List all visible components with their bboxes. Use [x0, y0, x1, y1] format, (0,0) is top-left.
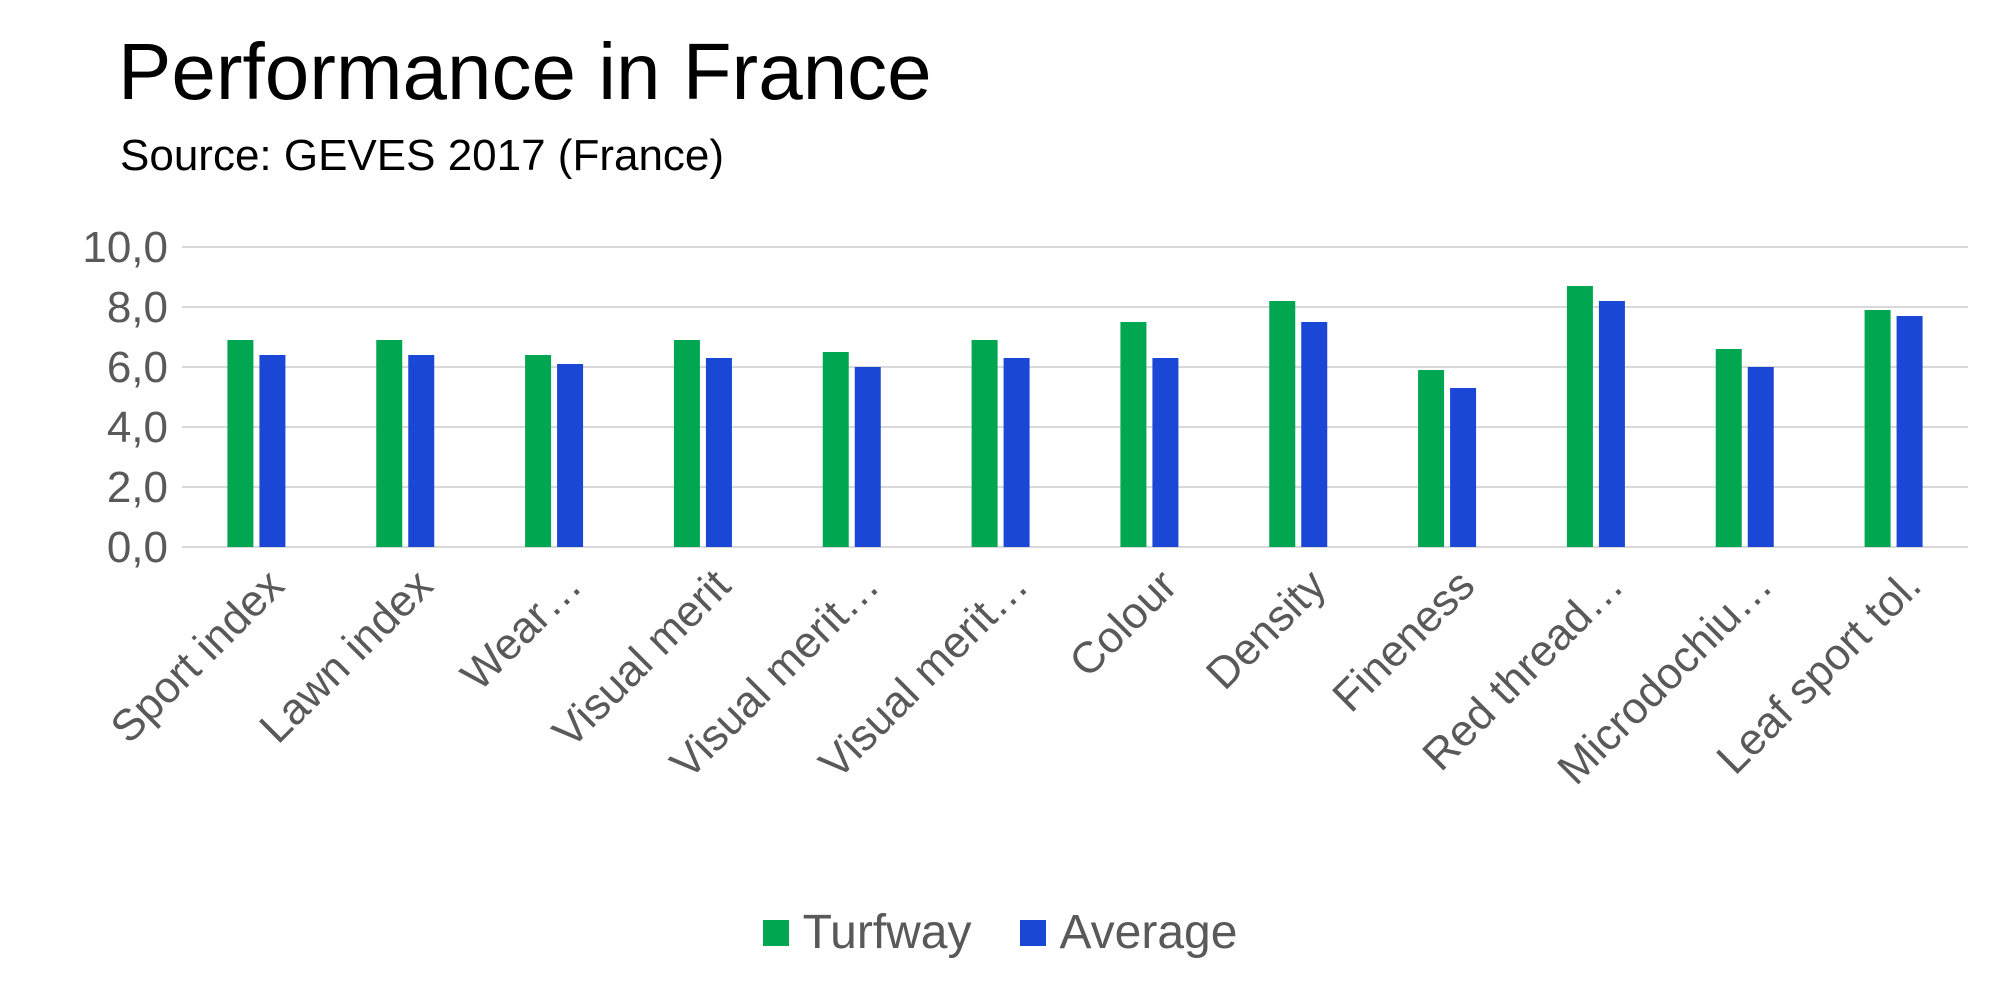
legend-label-turfway: Turfway	[802, 906, 972, 959]
legend-swatch-turfway	[762, 919, 789, 946]
y-tick-label: 4,0	[107, 403, 168, 452]
bar-turfway	[1566, 286, 1593, 547]
bar-average	[259, 355, 286, 547]
bar-turfway	[971, 340, 998, 547]
y-tick-label: 2,0	[107, 463, 168, 512]
bar-turfway	[822, 352, 849, 547]
bar-average	[408, 355, 435, 547]
bar-turfway	[376, 340, 403, 547]
bar-turfway	[673, 340, 700, 547]
y-tick-label: 6,0	[107, 343, 168, 392]
bar-average	[1301, 322, 1328, 547]
legend: Turfway Average	[0, 905, 2000, 960]
bar-average	[1003, 358, 1030, 547]
y-tick-label: 0,0	[107, 523, 168, 572]
bar-turfway	[1269, 301, 1296, 547]
bars	[227, 286, 1923, 547]
bar-turfway	[1418, 370, 1445, 547]
bar-turfway	[1715, 349, 1742, 547]
bar-turfway	[227, 340, 254, 547]
bar-average	[557, 364, 584, 547]
y-tick-label: 10,0	[82, 223, 168, 272]
bar-average	[854, 367, 881, 547]
grid-lines	[182, 246, 1968, 548]
x-tick-label: Fineness	[1323, 560, 1484, 721]
bar-turfway	[1864, 310, 1891, 547]
y-tick-label: 8,0	[107, 283, 168, 332]
legend-swatch-average	[1019, 919, 1046, 946]
bar-average	[705, 358, 732, 547]
bar-turfway	[1120, 322, 1147, 547]
bar-average	[1450, 388, 1477, 547]
x-tick-label: Colour	[1060, 560, 1186, 686]
bar-average	[1598, 301, 1625, 547]
legend-item-average: Average	[1019, 905, 1238, 960]
bar-turfway	[525, 355, 552, 547]
x-tick-label: Wear…	[452, 560, 592, 700]
bar-average	[1747, 367, 1774, 547]
legend-label-average: Average	[1059, 906, 1238, 959]
chart-title: Performance in France	[118, 27, 932, 116]
y-axis-ticks: 0,0 2,0 4,0 6,0 8,0 10,0	[82, 223, 168, 572]
x-tick-label: Density	[1197, 560, 1335, 698]
bar-average	[1152, 358, 1179, 547]
legend-item-turfway: Turfway	[762, 905, 972, 960]
bar-average	[1896, 316, 1923, 547]
chart-subtitle: Source: GEVES 2017 (France)	[120, 131, 725, 180]
